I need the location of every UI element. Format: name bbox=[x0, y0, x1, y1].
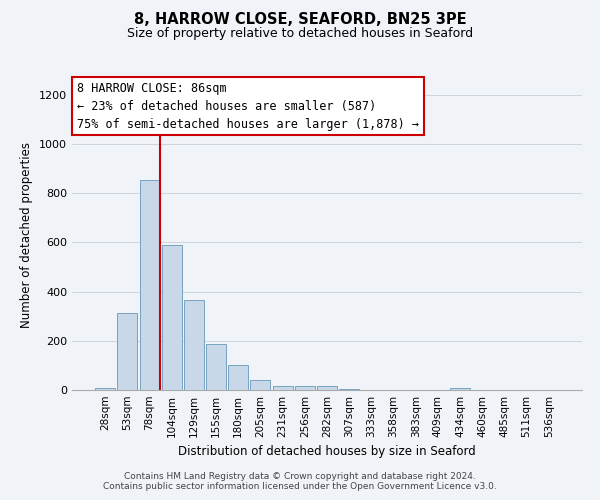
Bar bbox=[118, 312, 137, 390]
Text: Size of property relative to detached houses in Seaford: Size of property relative to detached ho… bbox=[127, 28, 473, 40]
Text: Contains public sector information licensed under the Open Government Licence v3: Contains public sector information licen… bbox=[103, 482, 497, 491]
Bar bbox=[162, 245, 182, 390]
Bar bbox=[272, 386, 293, 390]
Bar bbox=[250, 380, 271, 390]
Bar bbox=[450, 388, 470, 390]
Bar bbox=[228, 366, 248, 390]
Bar bbox=[206, 344, 226, 390]
Bar bbox=[184, 300, 204, 390]
Text: 8, HARROW CLOSE, SEAFORD, BN25 3PE: 8, HARROW CLOSE, SEAFORD, BN25 3PE bbox=[134, 12, 466, 28]
Text: 8 HARROW CLOSE: 86sqm
← 23% of detached houses are smaller (587)
75% of semi-det: 8 HARROW CLOSE: 86sqm ← 23% of detached … bbox=[77, 82, 419, 130]
Bar bbox=[95, 388, 115, 390]
Bar bbox=[317, 386, 337, 390]
Y-axis label: Number of detached properties: Number of detached properties bbox=[20, 142, 34, 328]
X-axis label: Distribution of detached houses by size in Seaford: Distribution of detached houses by size … bbox=[178, 446, 476, 458]
Bar bbox=[140, 180, 160, 390]
Text: Contains HM Land Registry data © Crown copyright and database right 2024.: Contains HM Land Registry data © Crown c… bbox=[124, 472, 476, 481]
Bar bbox=[295, 386, 315, 390]
